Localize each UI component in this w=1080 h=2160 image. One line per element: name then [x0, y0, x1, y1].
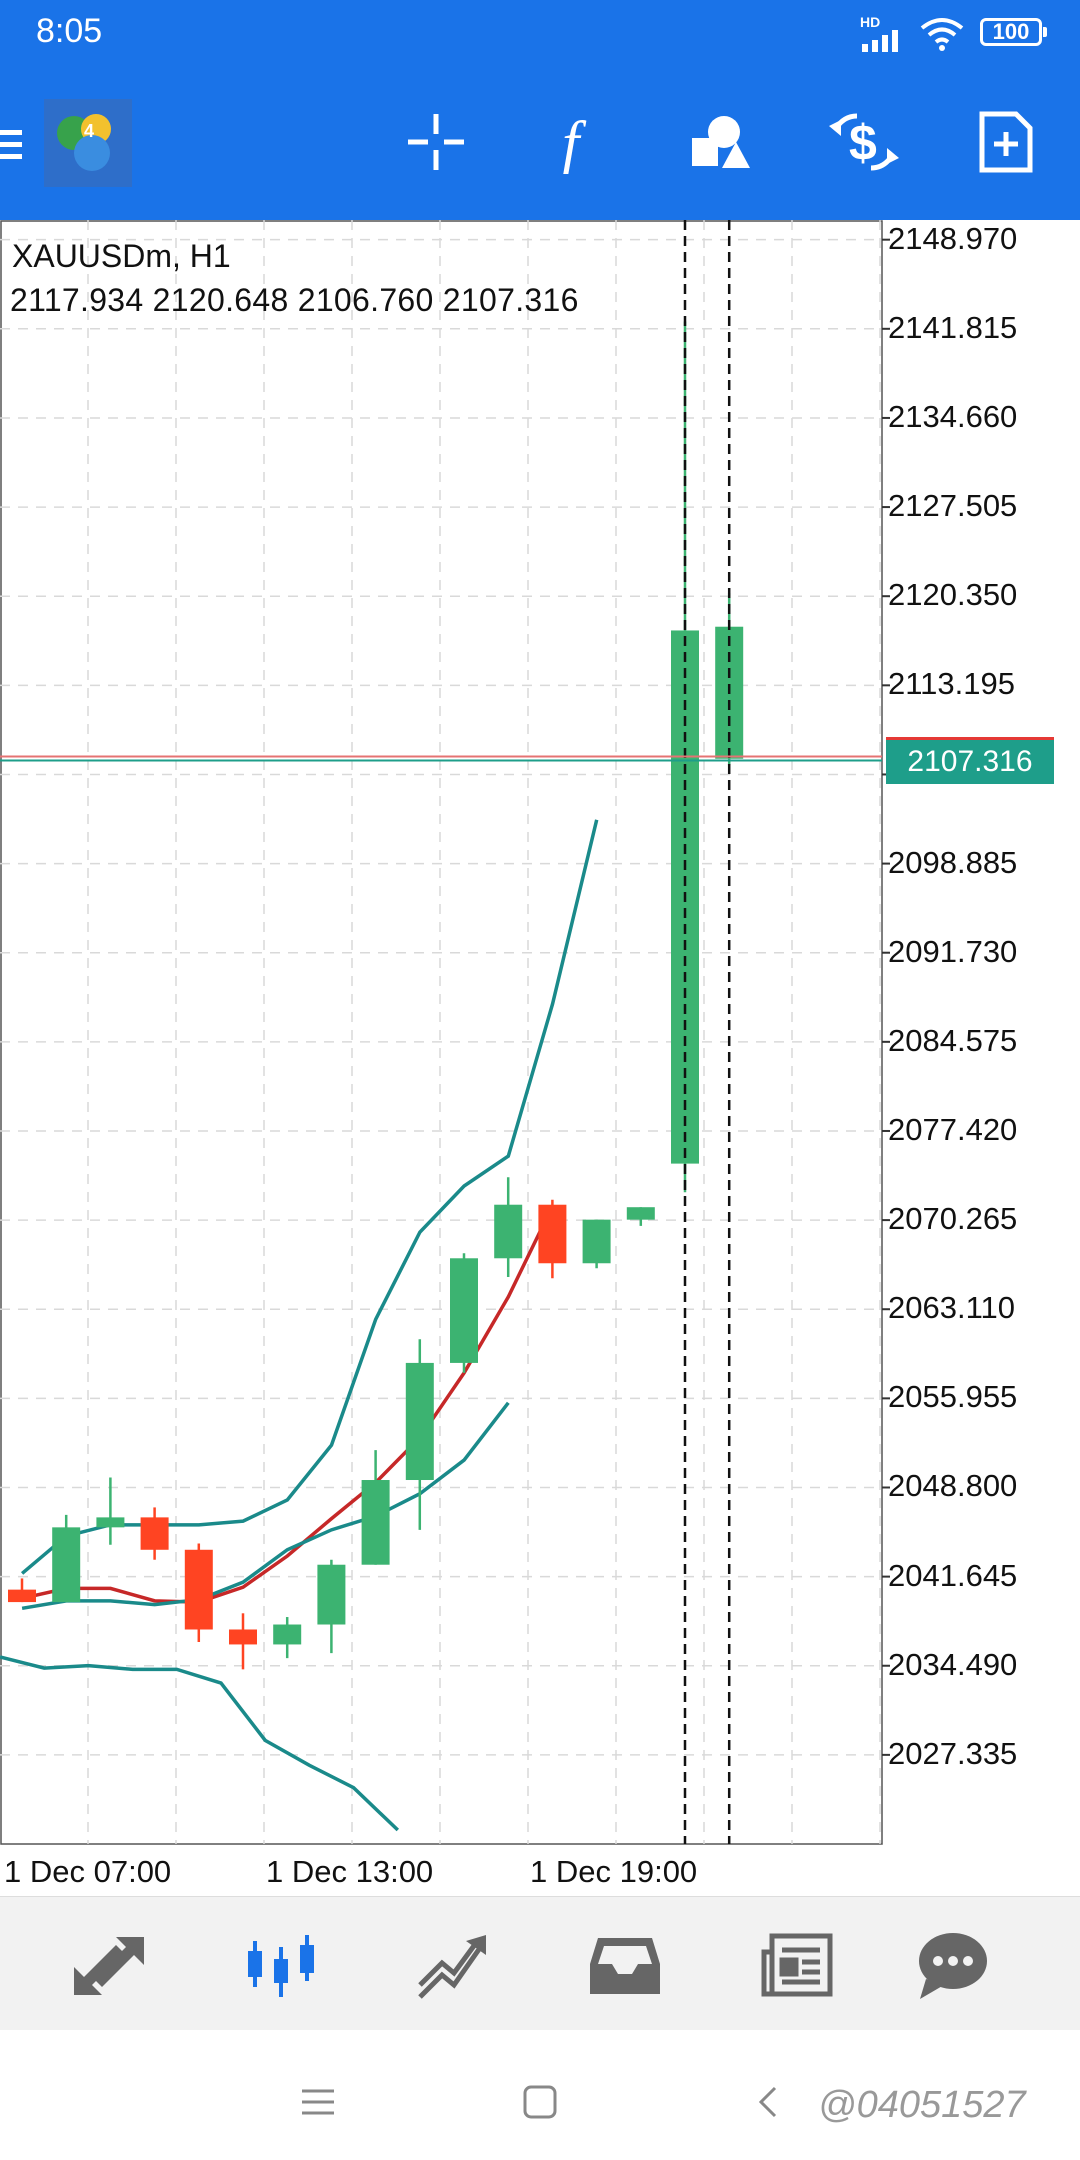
price-tick-label: 2127.505	[888, 488, 1018, 524]
price-tick-label: 2098.885	[888, 844, 1018, 880]
candle-body	[96, 1517, 125, 1528]
quotes-icon[interactable]	[64, 1921, 154, 2011]
wifi-icon	[920, 18, 964, 51]
price-tick-label: 2027.335	[888, 1735, 1018, 1771]
symbol-title: XAUUSDm, H1	[12, 238, 231, 274]
chart-icon[interactable]	[236, 1921, 326, 2011]
system-nav: @04051527	[0, 2030, 1080, 2160]
trade-icon[interactable]	[408, 1921, 498, 2011]
metatrader-logo[interactable]: 4	[44, 99, 132, 187]
price-tick-label: 2077.420	[888, 1111, 1018, 1147]
bollinger-lower-outer	[0, 1655, 400, 1832]
bottom-nav	[0, 1896, 1080, 2031]
time-tick-label: 1 Dec 19:00	[530, 1854, 698, 1889]
price-tick-label: 2063.110	[888, 1290, 1015, 1326]
network-type: HD	[860, 14, 881, 30]
price-tick-label: 2134.660	[888, 398, 1018, 434]
symbol-icon[interactable]: $	[826, 104, 902, 180]
price-tick-label: 2113.195	[888, 666, 1015, 702]
svg-text:4: 4	[84, 121, 94, 141]
bollinger-upper	[20, 819, 599, 1575]
current-price-tag: 2107.316	[886, 736, 1054, 784]
candle-body	[450, 1258, 478, 1363]
crosshair-icon[interactable]	[398, 104, 474, 180]
candle-body	[52, 1527, 81, 1603]
toolbar: 4 f $	[0, 64, 1080, 220]
price-tick-label: 2034.490	[888, 1646, 1018, 1682]
time-tick-label: 1 Dec 13:00	[266, 1854, 434, 1889]
chart-area[interactable]: XAUUSDm, H1 2117.934 2120.648 2106.760 2…	[0, 220, 1080, 1896]
menu-icon[interactable]	[0, 114, 34, 174]
candle-body	[317, 1564, 346, 1625]
history-icon[interactable]	[580, 1921, 670, 2011]
recent-apps-icon[interactable]	[288, 2072, 348, 2132]
svg-text:$: $	[849, 115, 877, 171]
price-tick-label: 2148.970	[888, 220, 1018, 256]
candle-body	[494, 1204, 523, 1259]
price-tick-label: 2070.265	[888, 1201, 1018, 1237]
time-tick-label: 1 Dec 07:00	[4, 1854, 172, 1889]
price-chart[interactable]	[0, 220, 1080, 1896]
candle-body	[184, 1549, 213, 1630]
indicators-icon[interactable]: f	[542, 104, 618, 180]
candle-body	[140, 1517, 169, 1550]
price-tick-label: 2048.800	[888, 1468, 1018, 1504]
price-tick-label: 2120.350	[888, 577, 1018, 613]
ohlc-values: 2117.934 2120.648 2106.760 2107.316	[10, 282, 579, 318]
candle-body	[405, 1362, 434, 1481]
bollinger-lower	[21, 1401, 510, 1611]
messages-icon[interactable]	[908, 1921, 998, 2011]
status-bar: 8:05 HD 100	[0, 0, 1080, 64]
news-icon[interactable]	[752, 1921, 842, 2011]
svg-text:f: f	[562, 110, 587, 174]
objects-icon[interactable]	[682, 104, 758, 180]
candle-body	[582, 1219, 611, 1264]
price-tick-label: 2084.575	[888, 1022, 1018, 1058]
price-tick-label: 2141.815	[888, 309, 1018, 345]
back-icon[interactable]	[738, 2072, 798, 2132]
battery-icon: 100	[980, 18, 1047, 46]
new-order-icon[interactable]	[968, 104, 1044, 180]
candle-body	[229, 1629, 257, 1645]
plot-border	[0, 220, 883, 1845]
price-tick-label: 2055.955	[888, 1379, 1018, 1415]
watermark: @04051527	[818, 2084, 1026, 2126]
candle-body	[626, 1207, 655, 1220]
status-time: 8:05	[36, 12, 103, 50]
price-tick-label: 2091.730	[888, 933, 1018, 969]
candle-body	[8, 1589, 36, 1603]
home-icon[interactable]	[510, 2072, 570, 2132]
price-tick-label: 2041.645	[888, 1557, 1018, 1593]
candle-body	[538, 1204, 567, 1264]
candle-body	[273, 1624, 302, 1645]
signal-icon	[862, 30, 898, 52]
candle-body	[361, 1480, 390, 1565]
